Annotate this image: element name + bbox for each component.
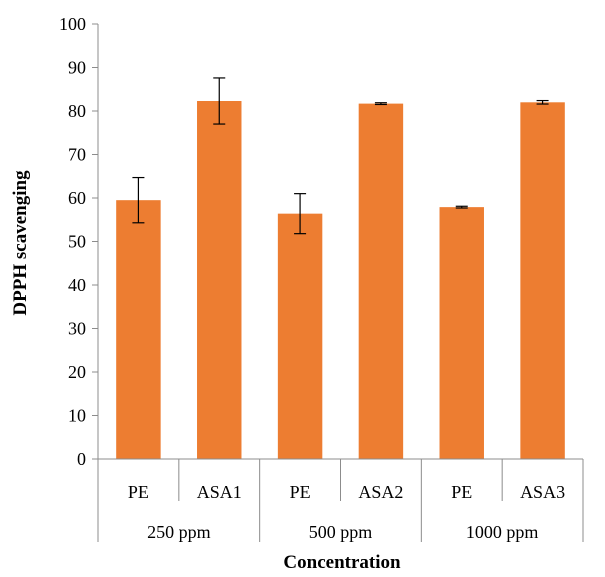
- y-tick-label: 90: [68, 58, 86, 78]
- bar: [197, 100, 242, 460]
- x-group-label: 250 ppm: [147, 522, 211, 542]
- labels-layer: 0 10 20 30 40 50 60 70 80 90 100 PE ASA1 PE ASA2 PE ASA3…: [59, 14, 565, 542]
- y-tick-label: 50: [68, 232, 86, 252]
- bars-layer: [116, 77, 565, 460]
- bar: [439, 207, 484, 459]
- x-category-label: PE: [128, 482, 149, 502]
- y-tick-label: 0: [77, 449, 86, 469]
- y-tick-label: 80: [68, 101, 86, 121]
- bar: [116, 200, 161, 460]
- bar: [277, 213, 323, 459]
- x-axis-title: Concentration: [283, 552, 401, 573]
- x-category-label: ASA2: [358, 482, 403, 502]
- y-tick-label: 30: [68, 319, 86, 339]
- axes-layer: [92, 23, 584, 542]
- y-tick-label: 40: [68, 275, 86, 295]
- bar: [358, 103, 404, 459]
- x-group-label: 1000 ppm: [466, 522, 539, 542]
- y-axis-title: DPPH scavenging: [10, 170, 31, 316]
- y-tick-label: 10: [68, 406, 86, 426]
- y-tick-label: 20: [68, 362, 86, 382]
- y-tick-label: 70: [68, 145, 86, 165]
- x-category-label: PE: [290, 482, 311, 502]
- x-category-label: PE: [451, 482, 472, 502]
- x-category-label: ASA1: [197, 482, 242, 502]
- x-category-label: ASA3: [520, 482, 565, 502]
- y-tick-label: 100: [59, 14, 86, 34]
- y-tick-label: 60: [68, 188, 86, 208]
- x-group-label: 500 ppm: [309, 522, 373, 542]
- bar: [520, 102, 565, 460]
